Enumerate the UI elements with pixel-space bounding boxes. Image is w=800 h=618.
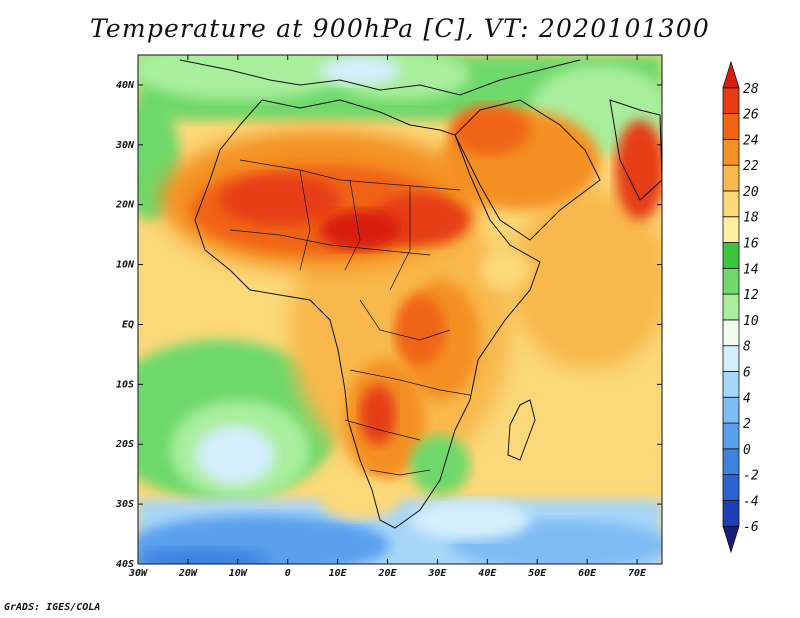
colorbar-swatch <box>722 216 740 243</box>
colorbar-swatch <box>722 371 740 398</box>
colorbar-swatch <box>722 138 740 166</box>
colorbar-label: 26 <box>743 108 759 123</box>
colorbar-swatch <box>722 396 740 424</box>
x-tick-label: 40E <box>478 568 497 579</box>
country-borders <box>229 159 471 476</box>
x-tick-label: 20W <box>178 568 198 579</box>
colorbar-label: 2 <box>743 417 751 432</box>
india-coastline <box>609 99 662 201</box>
y-tick-label: 30S <box>115 499 134 510</box>
colorbar-swatch <box>722 448 740 476</box>
colorbar-swatch <box>722 319 740 347</box>
x-tick-label: 30W <box>128 568 148 579</box>
colorbar-label: 0 <box>743 443 751 458</box>
x-axis-labels: 30W 20W 10W 0 10E 20E 30E 40E 50E 60E 70E <box>128 568 647 579</box>
y-tick-label: 10N <box>116 260 135 271</box>
madagascar-coastline <box>507 399 536 461</box>
colorbar-swatch <box>722 242 740 269</box>
colorbar-label: -2 <box>743 469 759 484</box>
y-tick-label: 30N <box>115 140 135 151</box>
colorbar-swatch <box>722 113 740 140</box>
colorbar-label: 6 <box>743 365 751 380</box>
colorbar-swatch <box>722 500 740 527</box>
y-tick-label: 10S <box>116 379 134 390</box>
colorbar-swatch <box>722 345 740 372</box>
x-tick-label: 0 <box>285 568 291 579</box>
colorbar-top-arrow <box>722 60 740 89</box>
colorbar-swatch <box>722 267 740 295</box>
colorbar-swatch <box>722 293 740 321</box>
colorbar-label: 22 <box>743 159 759 174</box>
axis-ticks <box>137 55 662 565</box>
colorbar-label: 18 <box>743 211 759 226</box>
colorbar-swatch <box>722 474 740 501</box>
map-title: Temperature at 900hPa [C], VT: 202010130… <box>90 14 710 43</box>
colorbar-label: 4 <box>743 391 751 406</box>
x-tick-label: 10E <box>329 568 348 579</box>
europe-coastline <box>179 59 581 96</box>
x-tick-label: 30E <box>427 568 447 579</box>
colorbar-label: 14 <box>743 262 759 277</box>
arabia-coastline <box>454 99 601 241</box>
x-tick-label: 70E <box>628 568 647 579</box>
x-tick-label: 60E <box>578 568 597 579</box>
x-tick-label: 50E <box>528 568 547 579</box>
coastlines <box>179 59 662 529</box>
x-tick-label: 10W <box>229 568 248 579</box>
africa-coastline <box>194 99 541 529</box>
colorbar-label: 8 <box>743 340 751 355</box>
colorbar-label: 16 <box>743 237 759 252</box>
y-tick-label: EQ <box>122 319 134 330</box>
colorbar-swatch <box>722 422 740 450</box>
colorbar-swatch <box>722 87 740 114</box>
colorbar-label: -6 <box>743 520 759 535</box>
plot-frame <box>137 54 663 565</box>
y-tick-label: 20N <box>115 200 135 211</box>
y-tick-label: 40N <box>116 80 135 91</box>
colorbar-label: 24 <box>743 133 759 148</box>
y-axis-labels: 40S 30S 20S 10S EQ 10N 20N 30N 40N <box>115 80 135 570</box>
colorbar <box>722 60 740 554</box>
y-tick-label: 40S <box>116 559 134 570</box>
colorbar-swatch <box>722 190 740 218</box>
colorbar-label: 10 <box>743 314 759 329</box>
colorbar-label: -4 <box>743 494 759 509</box>
colorbar-label: 12 <box>743 288 759 303</box>
y-tick-label: 20S <box>115 439 134 450</box>
colorbar-bottom-arrow <box>722 525 740 554</box>
colorbar-swatch <box>722 164 740 192</box>
x-tick-label: 20E <box>377 568 397 579</box>
temperature-field <box>138 55 662 564</box>
colorbar-label: 28 <box>743 82 759 97</box>
colorbar-label: 20 <box>743 185 759 200</box>
credit-text: GrADS: IGES/COLA <box>4 602 101 613</box>
